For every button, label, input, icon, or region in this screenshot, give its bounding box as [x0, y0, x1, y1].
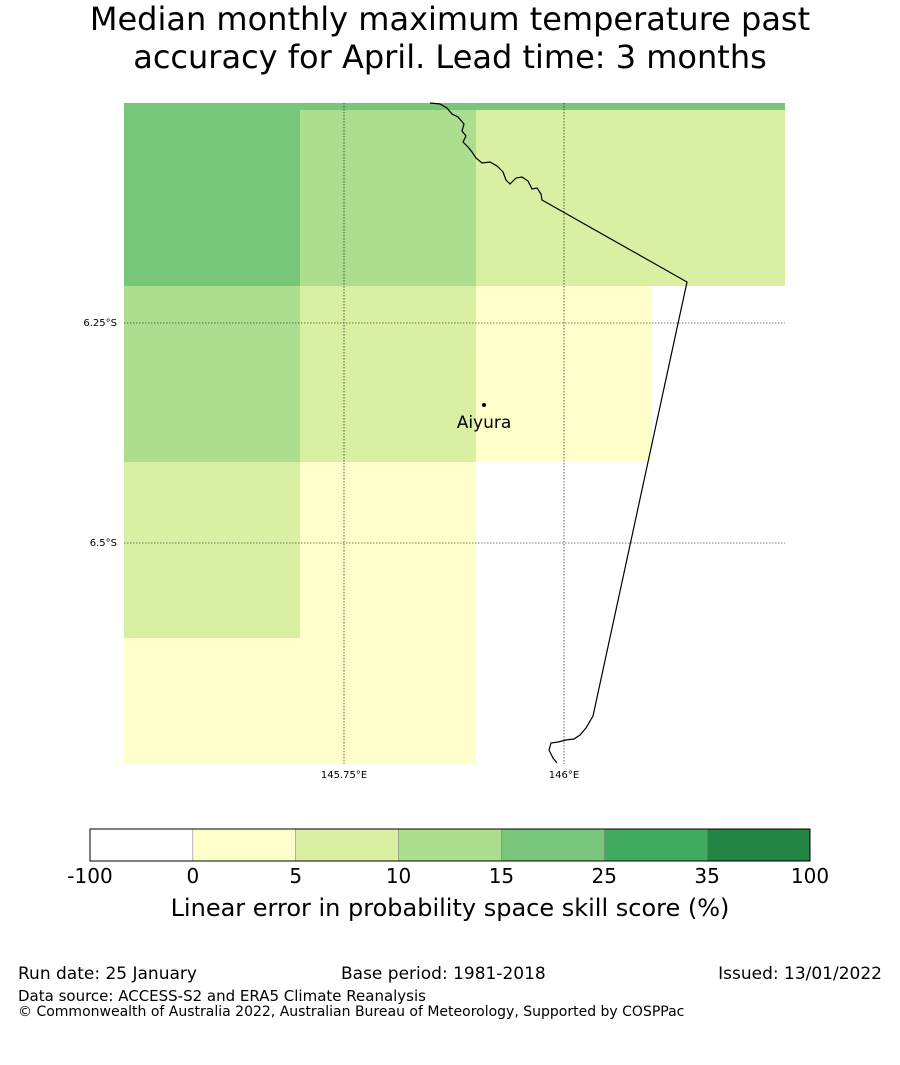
title-line-2: accuracy for April. Lead time: 3 months [133, 38, 767, 76]
colorbar-tick-label: -100 [67, 864, 113, 888]
skill-grid [124, 103, 785, 764]
colorbar-segment [501, 828, 605, 862]
lat-label-6-25: 6.25°S [83, 318, 117, 329]
colorbar-tick-label: 0 [186, 864, 200, 888]
colorbar-tick-label: 10 [385, 864, 412, 888]
lon-label-146: 146°E [549, 770, 579, 781]
grid-cell [300, 110, 476, 286]
graticule [124, 103, 785, 764]
grid-cell [124, 462, 300, 638]
colorbar-segment [192, 828, 297, 862]
colorbar-tick-label: 5 [289, 864, 303, 888]
grid-cell [476, 110, 785, 286]
title-line-1: Median monthly maximum temperature past [89, 0, 811, 38]
grid-cell [300, 286, 476, 462]
aiyura-marker [482, 403, 486, 407]
data-source: Data source: ACCESS-S2 and ERA5 Climate … [18, 987, 426, 1005]
base-period: Base period: 1981-2018 [341, 964, 546, 984]
colorbar-segment [603, 828, 708, 862]
colorbar-tick-label: 100 [790, 864, 830, 888]
colorbar-title: Linear error in probability space skill … [170, 894, 730, 922]
grid-cell [124, 638, 476, 764]
grid-cell [124, 110, 300, 286]
colorbar [89, 828, 811, 862]
run-date: Run date: 25 January [18, 964, 197, 984]
copyright: © Commonwealth of Australia 2022, Austra… [18, 1004, 685, 1020]
colorbar-segment [295, 828, 399, 862]
grid-cell [300, 462, 476, 638]
colorbar-tick-label: 25 [591, 864, 618, 888]
colorbar-segment [398, 828, 502, 862]
colorbar-segment [89, 828, 194, 862]
colorbar-frame [89, 828, 811, 862]
chart-title: Median monthly maximum temperature past … [0, 0, 900, 76]
grid-cell [124, 286, 300, 462]
colorbar-tick-label: 15 [488, 864, 515, 888]
colorbar-tick-label: 35 [694, 864, 720, 888]
lon-label-145-75: 145.75°E [321, 770, 367, 781]
issued-date: Issued: 13/01/2022 [718, 964, 882, 984]
colorbar-segment [706, 828, 811, 862]
aiyura-label: Aiyura [457, 413, 512, 433]
grid-cell [124, 103, 785, 110]
province-boundary [429, 102, 688, 764]
lat-label-6-5: 6.5°S [90, 538, 117, 549]
